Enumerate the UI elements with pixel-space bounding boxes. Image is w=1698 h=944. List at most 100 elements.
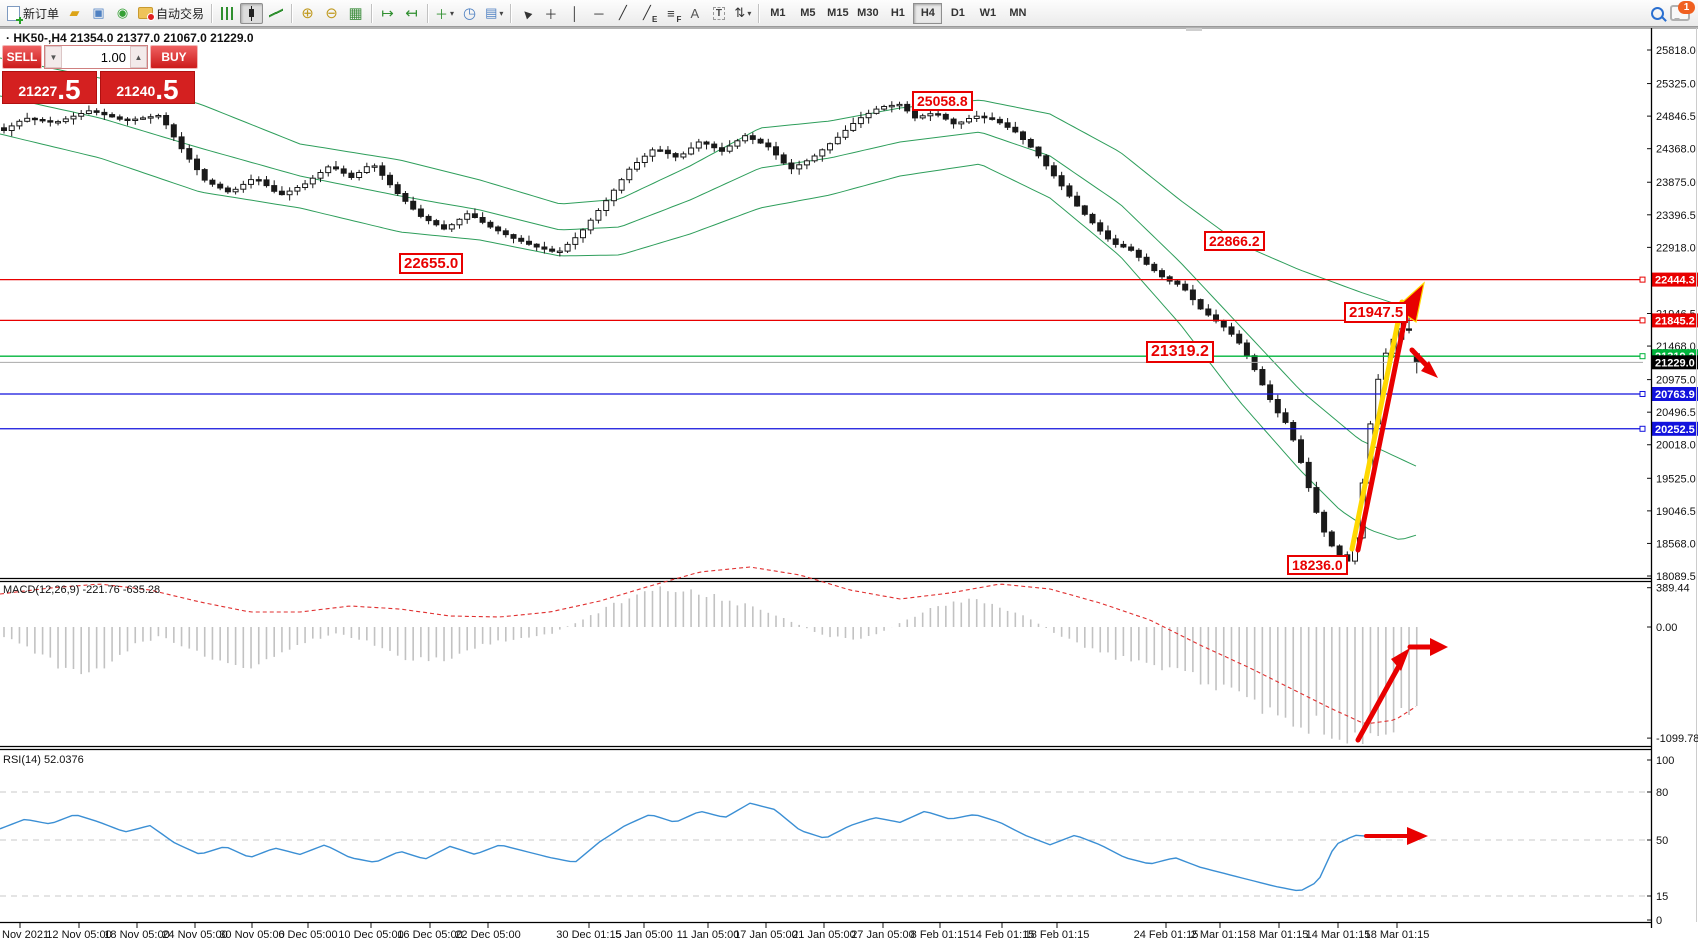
toolbar-separator	[427, 3, 429, 23]
axis-price-label: 19046.5	[1656, 506, 1696, 518]
candle-body	[896, 103, 903, 107]
candle-body	[1305, 461, 1312, 489]
timeframe-m30[interactable]: M30	[857, 7, 879, 19]
level-line-anchor	[1639, 317, 1646, 324]
candle-body	[348, 172, 355, 178]
sell-price-display[interactable]: 21227 .5	[2, 71, 97, 104]
vertical-line-icon[interactable]: │	[563, 3, 586, 24]
candle-body	[456, 218, 463, 226]
volume-decrease-button[interactable]: ▼	[45, 46, 62, 68]
timeframe-mn[interactable]: MN	[1009, 7, 1027, 19]
terminal-icon[interactable]: ▣	[87, 3, 110, 24]
candle-body	[487, 221, 494, 228]
time-axis-label: 18 Nov 05:00	[104, 929, 169, 941]
candle-body	[248, 179, 254, 185]
timeframe-m1[interactable]: M1	[770, 7, 786, 19]
search-icon[interactable]	[1651, 6, 1664, 20]
axis-price-badge	[1652, 421, 1698, 436]
arrows-icon-dropdown[interactable]: ▾	[747, 8, 752, 18]
axis-price-label: 20018.0	[1656, 440, 1696, 452]
notifications-icon[interactable]: 1	[1670, 1, 1695, 21]
rsi-axis-label: 15	[1656, 891, 1668, 903]
time-axis-label: 10 Dec 05:00	[338, 929, 403, 941]
new-order-button[interactable]: 新订单	[4, 3, 62, 24]
sell-button[interactable]: SELL	[2, 45, 42, 69]
candle-body	[742, 135, 749, 142]
annotation-arrow-head	[1421, 361, 1438, 378]
time-axis-label: 14 Mar 01:15	[1306, 929, 1371, 941]
axis-price-label: 22918.0	[1656, 242, 1696, 254]
timeframe-m5[interactable]: M5	[800, 7, 816, 19]
crosshair-icon[interactable]: ＋	[539, 3, 562, 24]
candle-body	[1112, 238, 1119, 245]
chart-profile-icon-dropdown[interactable]: ▾	[499, 8, 504, 18]
timeframe-h4[interactable]: H4	[913, 2, 943, 24]
arrows-icon[interactable]: ⇅ ▾	[731, 3, 754, 24]
bollinger-upper-band	[0, 57, 1417, 312]
rsi-axis-label: 0	[1656, 915, 1662, 927]
arrows-icon-glyph: ⇅	[734, 5, 746, 20]
terminal-icon-glyph: ▣	[92, 5, 105, 20]
candle-body	[1043, 155, 1050, 167]
candle-body	[827, 143, 833, 151]
chart-shift-icon[interactable]: ↦	[376, 3, 399, 24]
candle-body	[55, 121, 61, 124]
candle-body	[688, 147, 695, 155]
candle-body	[973, 115, 980, 119]
annotation-arrow-head	[1430, 638, 1448, 656]
one-click-trade-panel: SELL ▼ ▲ BUY 21227 .5 21240 .5	[2, 45, 198, 104]
chart-profile-icon[interactable]: ▤ ▾	[482, 3, 506, 24]
candle-body	[711, 143, 718, 149]
broadcast-icon[interactable]: ◉	[111, 3, 134, 24]
timeframe-m15[interactable]: M15	[827, 7, 849, 19]
timeframe-h1[interactable]: H1	[890, 7, 905, 19]
candle-body	[62, 118, 69, 123]
level-line-anchor	[1639, 390, 1646, 397]
buy-button[interactable]: BUY	[150, 45, 198, 69]
rsi-axis-label: 80	[1656, 787, 1668, 799]
text-label-icon[interactable]: T	[707, 3, 730, 24]
zoom-in-icon[interactable]: ⊕	[296, 3, 319, 24]
candle-body	[634, 162, 640, 170]
volume-increase-button[interactable]: ▲	[130, 46, 147, 68]
gold-icon[interactable]: ▰	[63, 3, 86, 24]
trendline-icon[interactable]: ╱	[611, 3, 634, 24]
candle-body	[873, 108, 880, 114]
fibonacci-icon[interactable]: ≡ F	[659, 3, 682, 24]
candle-body	[39, 119, 46, 122]
candle-body	[1406, 328, 1412, 331]
buy-price-display[interactable]: 21240 .5	[100, 71, 195, 104]
new-chart-button-dropdown[interactable]: ▾	[450, 8, 455, 18]
candle-body	[479, 217, 486, 223]
axis-price-badge-text: 20252.5	[1655, 424, 1695, 436]
volume-input[interactable]	[62, 46, 130, 68]
timeframe-d1[interactable]: D1	[950, 7, 965, 19]
horizontal-line-icon[interactable]: ─	[587, 3, 610, 24]
price-flag-label: 21947.5	[1344, 302, 1409, 324]
time-axis-label: 22 Dec 05:00	[455, 929, 520, 941]
text-icon-glyph: A	[690, 5, 700, 21]
tile-windows-icon[interactable]: ▦	[344, 3, 367, 24]
candle-body	[255, 179, 262, 182]
candle-body	[649, 149, 656, 157]
auto-scroll-icon[interactable]: ↤	[400, 3, 423, 24]
broadcast-icon-glyph: ◉	[116, 5, 129, 20]
line-chart-icon[interactable]	[264, 3, 287, 24]
autotrade-button[interactable]: 自动交易	[135, 3, 207, 24]
new-chart-button[interactable]: ＋ ▾	[432, 3, 457, 24]
bar-chart-icon[interactable]	[216, 3, 239, 24]
candlestick-chart-icon[interactable]	[240, 2, 264, 24]
zoom-out-icon[interactable]: ⊖	[320, 3, 343, 24]
candle-body	[1236, 333, 1243, 344]
timeframe-w1[interactable]: W1	[979, 7, 997, 19]
crosshair-icon-glyph: ＋	[544, 6, 558, 22]
candle-body	[425, 215, 432, 222]
time-axis-label: 12 Nov 05:00	[46, 929, 111, 941]
cursor-icon[interactable]: ▲	[515, 3, 538, 24]
candle-body	[1151, 263, 1158, 272]
channel-icon[interactable]: ╱ E	[635, 3, 658, 24]
candle-body	[24, 117, 31, 122]
text-icon[interactable]: A	[683, 3, 706, 24]
period-icon[interactable]: ◷	[458, 3, 481, 24]
